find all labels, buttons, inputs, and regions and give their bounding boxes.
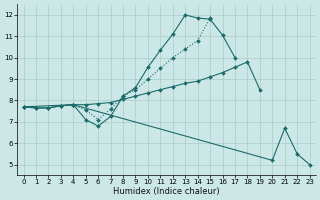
X-axis label: Humidex (Indice chaleur): Humidex (Indice chaleur) <box>113 187 220 196</box>
